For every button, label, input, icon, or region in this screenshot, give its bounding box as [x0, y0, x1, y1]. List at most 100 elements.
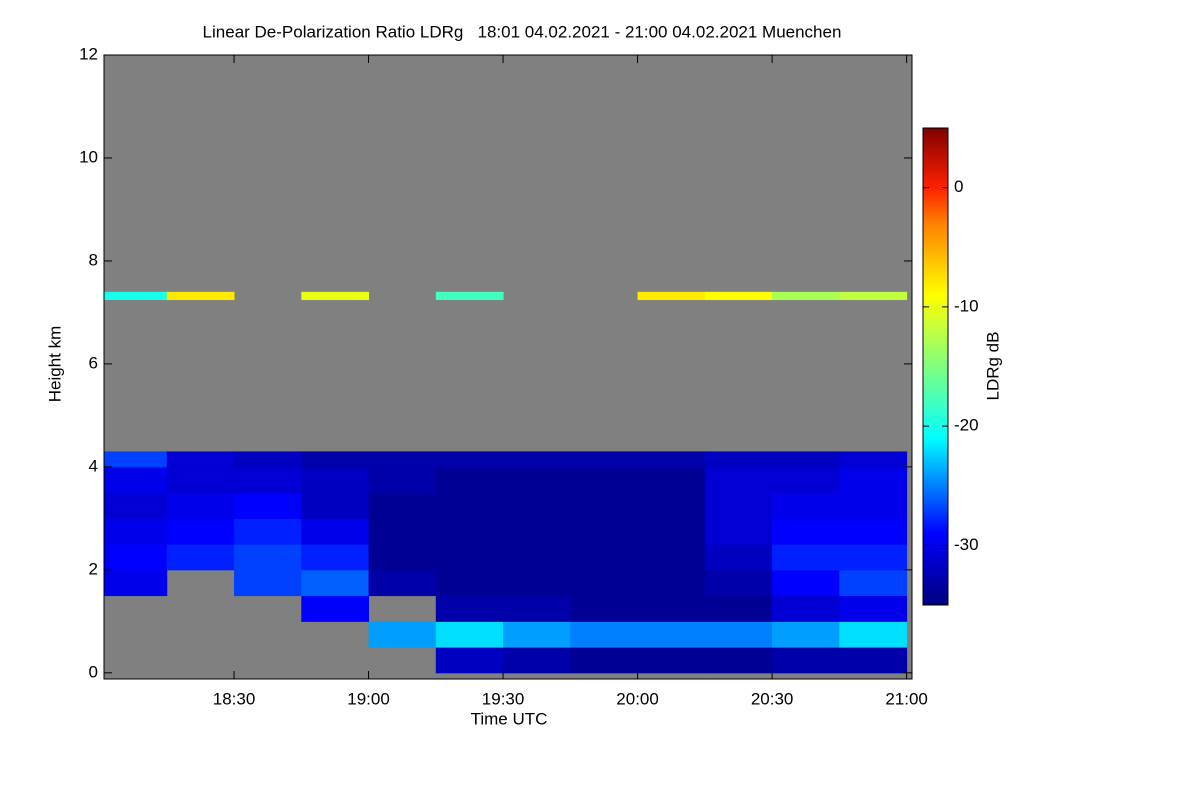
heat-cell — [570, 595, 639, 622]
heat-cell — [368, 518, 437, 545]
heat-cell — [839, 544, 908, 571]
heat-cell — [570, 492, 639, 519]
heat-cell — [637, 544, 706, 571]
heat-cell — [704, 451, 773, 468]
heat-cell — [704, 492, 773, 519]
heat-cell — [435, 544, 504, 571]
heat-cell — [839, 466, 908, 494]
x-tick-label: 18:30 — [213, 689, 256, 708]
heat-cell — [772, 518, 840, 545]
heat-cell — [637, 595, 706, 622]
heat-cell — [570, 518, 639, 545]
heat-cell — [570, 621, 639, 648]
x-tick-label: 20:30 — [751, 689, 794, 708]
heat-cell — [637, 621, 706, 648]
heat-cell — [637, 518, 706, 545]
heat-cell — [772, 451, 840, 468]
heat-cell — [503, 466, 571, 494]
heat-cell — [368, 451, 437, 468]
heat-cell — [772, 595, 840, 622]
heat-cell — [503, 544, 571, 571]
heat-cell — [503, 647, 571, 674]
heat-cell — [704, 466, 773, 494]
heat-cell — [301, 569, 370, 597]
heat-cell — [435, 518, 504, 545]
heat-cell — [839, 647, 908, 674]
heat-cell — [435, 492, 504, 519]
heat-cell — [234, 518, 302, 545]
colorbar-tick-label: -10 — [954, 296, 979, 315]
heat-cell — [637, 291, 706, 301]
heat-cell — [104, 518, 168, 545]
heat-cell — [104, 451, 168, 468]
heat-cell — [570, 466, 639, 494]
heat-cell — [570, 451, 639, 468]
heat-cell — [234, 492, 302, 519]
heat-cell — [166, 451, 235, 468]
heat-cell — [368, 621, 437, 648]
heat-cell — [435, 466, 504, 494]
heat-cell — [368, 466, 437, 494]
heat-cell — [301, 595, 370, 622]
heat-cell — [301, 291, 370, 301]
heat-cell — [772, 291, 840, 301]
y-tick-label: 6 — [89, 353, 98, 372]
y-tick-label: 0 — [89, 662, 98, 681]
heat-cell — [104, 466, 168, 494]
heat-cell — [435, 647, 504, 674]
heat-cell — [104, 569, 168, 597]
heat-cell — [234, 569, 302, 597]
heat-cell — [166, 544, 235, 571]
heat-cell — [839, 518, 908, 545]
heat-cell — [368, 569, 437, 597]
heat-cell — [234, 544, 302, 571]
heat-cell — [704, 647, 773, 674]
colorbar — [922, 127, 949, 606]
heat-cell — [166, 466, 235, 494]
heat-cell — [839, 569, 908, 597]
heat-cell — [234, 451, 302, 468]
heat-cell — [772, 569, 840, 597]
colorbar-tick-label: 0 — [954, 177, 963, 196]
heat-cell — [503, 595, 571, 622]
chart-title: Linear De-Polarization Ratio LDRg 18:01 … — [203, 22, 842, 41]
heat-cell — [772, 647, 840, 674]
heat-cell — [166, 492, 235, 519]
heat-cell — [570, 544, 639, 571]
heat-cell — [435, 595, 504, 622]
heat-cell — [839, 451, 908, 468]
heat-cell — [839, 492, 908, 519]
heat-cell — [503, 492, 571, 519]
heat-cell — [503, 451, 571, 468]
y-tick-label: 4 — [89, 456, 98, 475]
heat-cell — [301, 492, 370, 519]
x-axis-label: Time UTC — [471, 709, 548, 728]
heat-cell — [637, 466, 706, 494]
heat-cell — [704, 291, 773, 301]
colorbar-tick-label: -20 — [954, 416, 979, 435]
colorbar-label: LDRg dB — [983, 332, 1002, 401]
y-axis-label: Height km — [45, 326, 64, 403]
heat-cell — [839, 291, 908, 301]
x-tick-label: 21:00 — [885, 689, 928, 708]
heat-cell — [104, 291, 168, 301]
heat-cell — [301, 466, 370, 494]
x-tick-label: 19:30 — [482, 689, 525, 708]
heat-cell — [772, 492, 840, 519]
heat-cell — [104, 492, 168, 519]
heat-cell — [234, 466, 302, 494]
heat-cell — [435, 621, 504, 648]
heat-cell — [435, 451, 504, 468]
heat-cell — [772, 621, 840, 648]
heat-cell — [503, 621, 571, 648]
heat-cell — [772, 466, 840, 494]
heat-cell — [435, 569, 504, 597]
heat-cell — [704, 595, 773, 622]
plot-frame — [103, 54, 913, 680]
heat-cell — [301, 451, 370, 468]
heat-cell — [503, 569, 571, 597]
heat-cell — [637, 569, 706, 597]
heat-cell — [704, 544, 773, 571]
heat-cell — [435, 291, 504, 301]
x-tick-label: 20:00 — [616, 689, 659, 708]
